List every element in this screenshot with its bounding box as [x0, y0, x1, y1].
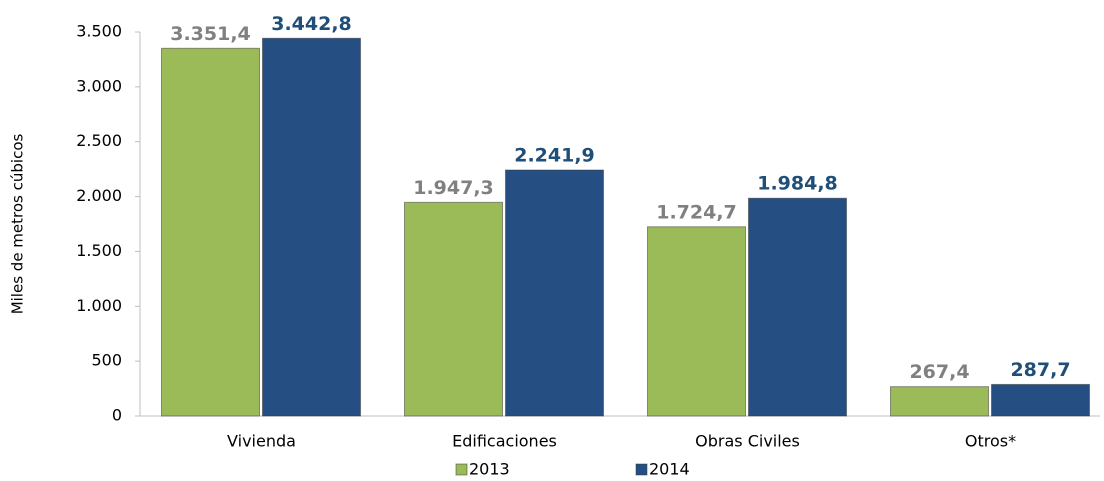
bar: [748, 197, 847, 417]
x-tick-label: Obras Civiles: [695, 432, 800, 451]
legend-swatch: [455, 463, 468, 476]
value-label: 3.351,4: [170, 23, 251, 45]
bar: [991, 383, 1090, 417]
value-label: 3.442,8: [271, 13, 352, 35]
legend-swatch: [635, 463, 648, 476]
value-label: 1.947,3: [413, 177, 494, 199]
bar: [262, 37, 361, 417]
y-tick-label: 2.000: [76, 186, 122, 205]
y-tick-label: 500: [91, 351, 122, 370]
bar: [505, 169, 604, 417]
x-tick-label: Vivienda: [227, 432, 296, 451]
y-tick-label: 1.500: [76, 241, 122, 260]
x-tick-label: Otros*: [965, 432, 1016, 451]
bar: [890, 386, 989, 417]
value-label: 1.984,8: [757, 173, 838, 195]
y-tick-label: 2.500: [76, 131, 122, 150]
y-tick-label: 3.000: [76, 76, 122, 95]
x-tick-label: Edificaciones: [452, 432, 557, 451]
value-label: 1.724,7: [656, 201, 737, 223]
bar: [404, 201, 503, 417]
bar: [647, 226, 746, 417]
y-tick-label: 0: [112, 406, 122, 425]
y-tick-label: 3.500: [76, 22, 122, 41]
bar: [161, 47, 260, 417]
value-label: 267,4: [909, 361, 969, 383]
y-tick-label: 1.000: [76, 296, 122, 315]
y-axis-label: Miles de metros cúbicos: [9, 134, 27, 315]
legend-label: 2014: [649, 460, 690, 479]
legend-label: 2013: [469, 460, 510, 479]
value-label: 2.241,9: [514, 145, 595, 167]
value-label: 287,7: [1010, 359, 1070, 381]
